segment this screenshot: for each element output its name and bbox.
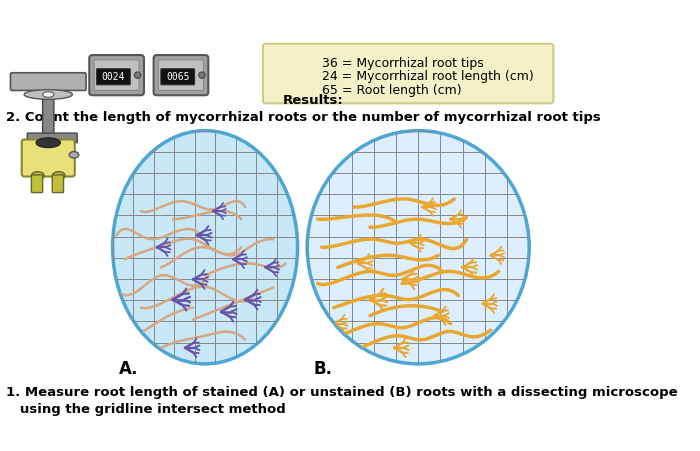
- Ellipse shape: [24, 90, 72, 99]
- Text: A.: A.: [119, 360, 139, 378]
- FancyBboxPatch shape: [161, 69, 195, 85]
- Ellipse shape: [43, 92, 54, 97]
- Text: 0065: 0065: [166, 72, 190, 82]
- Ellipse shape: [36, 138, 60, 147]
- FancyBboxPatch shape: [90, 55, 144, 95]
- Ellipse shape: [52, 172, 65, 179]
- Ellipse shape: [307, 131, 529, 364]
- FancyBboxPatch shape: [22, 139, 75, 176]
- Text: 65 = Root length (cm): 65 = Root length (cm): [322, 84, 461, 97]
- Ellipse shape: [113, 131, 298, 364]
- Ellipse shape: [199, 72, 205, 78]
- Text: 2. Count the length of mycorrhizal roots or the number of mycorrhizal root tips: 2. Count the length of mycorrhizal roots…: [6, 110, 601, 124]
- Text: 24 = Mycorrhizal root length (cm): 24 = Mycorrhizal root length (cm): [322, 70, 533, 83]
- FancyBboxPatch shape: [10, 73, 86, 91]
- FancyBboxPatch shape: [97, 69, 130, 85]
- FancyBboxPatch shape: [43, 94, 54, 139]
- Ellipse shape: [69, 152, 79, 158]
- FancyBboxPatch shape: [52, 175, 64, 193]
- Text: 36 = Mycorrhizal root tips: 36 = Mycorrhizal root tips: [322, 57, 484, 69]
- Ellipse shape: [32, 172, 44, 179]
- FancyBboxPatch shape: [94, 60, 139, 91]
- FancyBboxPatch shape: [158, 60, 204, 91]
- Text: 0024: 0024: [102, 72, 125, 82]
- FancyBboxPatch shape: [32, 175, 43, 193]
- Ellipse shape: [134, 72, 141, 78]
- Text: 1. Measure root length of stained (A) or unstained (B) roots with a dissecting m: 1. Measure root length of stained (A) or…: [6, 387, 678, 416]
- FancyBboxPatch shape: [263, 44, 553, 103]
- FancyBboxPatch shape: [153, 55, 209, 95]
- Text: B.: B.: [314, 360, 332, 378]
- FancyBboxPatch shape: [27, 133, 77, 143]
- Text: Results:: Results:: [283, 94, 344, 107]
